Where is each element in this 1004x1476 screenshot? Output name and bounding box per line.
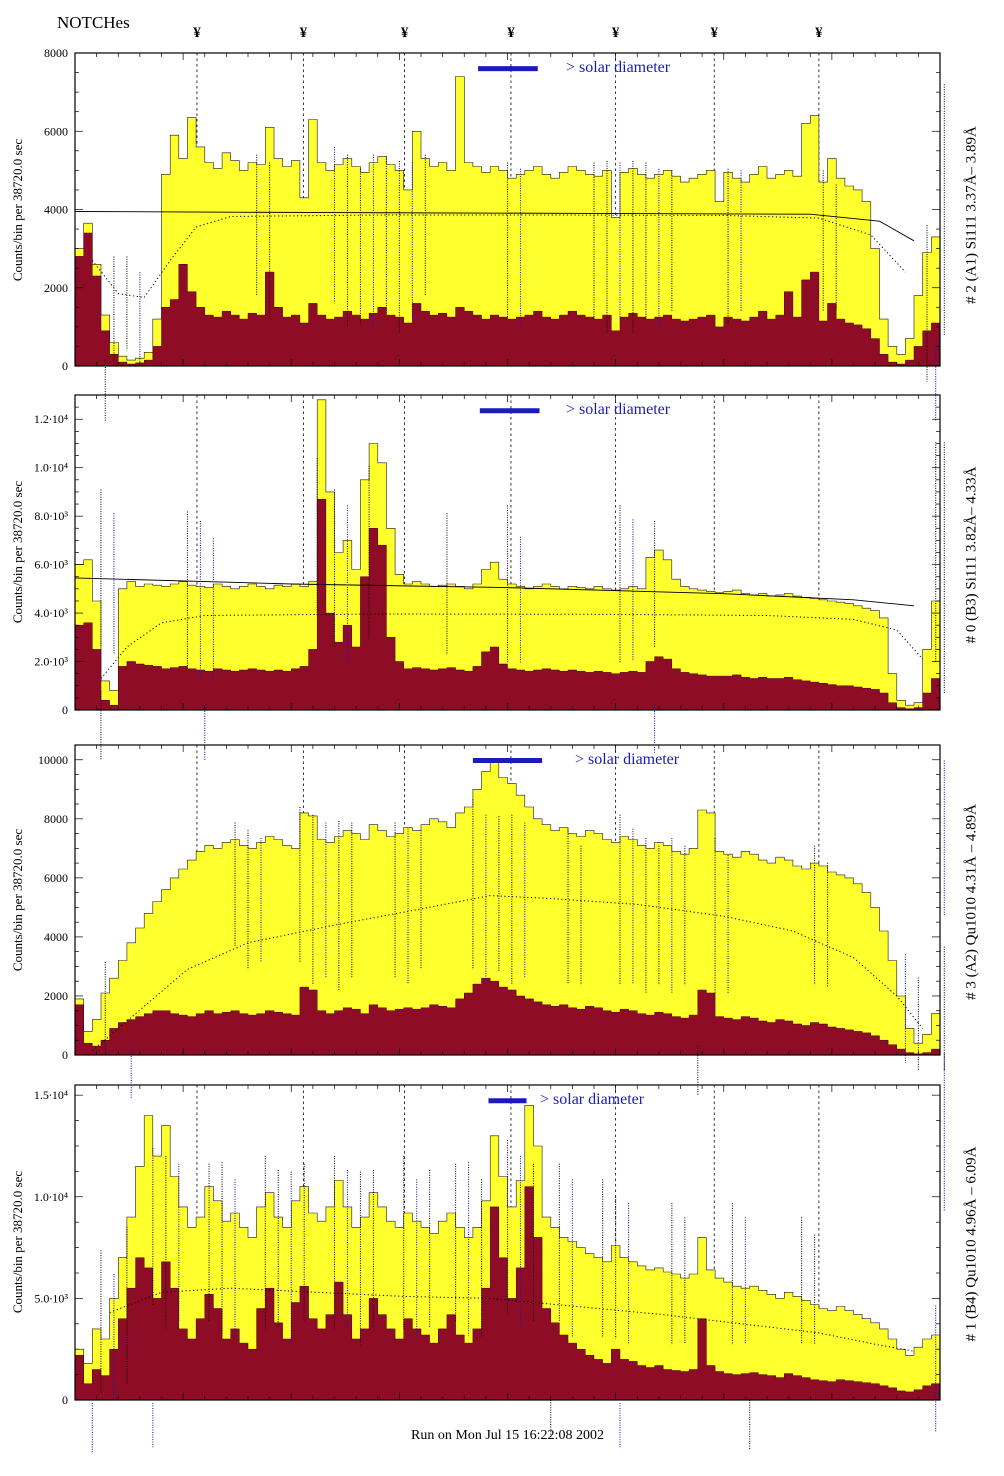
notch-marker: ¥ — [710, 25, 718, 41]
notch-marker: ¥ — [815, 25, 823, 41]
solar-diameter-bar — [479, 408, 540, 414]
notch-marker: ¥ — [401, 25, 409, 41]
y-tick-label: 5.0∙10³ — [34, 1291, 68, 1305]
y-tick-label: 8000 — [44, 812, 68, 826]
background-histogram — [74, 232, 941, 367]
y-tick-label: 6.0∙10³ — [34, 558, 68, 572]
total-histogram — [74, 399, 941, 711]
y-tick-label: 4000 — [44, 930, 68, 944]
y-tick-label: 4.0∙10³ — [34, 606, 68, 620]
detector-label-panel2: # 0 (B3) Si111 3.82Å– 4.33Å — [963, 466, 980, 644]
notch-marker: ¥ — [507, 25, 515, 41]
y-tick-label: 10000 — [38, 753, 68, 767]
y-tick-label: 2000 — [44, 989, 68, 1003]
model-dotted-curve — [91, 895, 924, 1051]
y-tick-label: 1.5∙10⁴ — [34, 1088, 68, 1102]
y-tick-label: 4000 — [44, 203, 68, 217]
y-tick-label: 0 — [62, 1393, 68, 1407]
y-tick-label: 8000 — [44, 46, 68, 60]
model-solid-curve — [74, 211, 915, 242]
total-histogram — [74, 76, 941, 367]
y-tick-label: 8.0∙10³ — [34, 509, 68, 523]
y-tick-label: 1.0∙10⁴ — [34, 461, 68, 475]
page-title: NOTCHes — [57, 13, 130, 32]
model-dotted-curve — [100, 613, 924, 679]
background-histogram — [74, 1186, 941, 1401]
y-tick-label: 0 — [62, 1048, 68, 1062]
detector-label-panel3: # 3 (A2) Qu1010 4.31Å – 4.89Å — [963, 804, 980, 1000]
notch-marker: ¥ — [612, 25, 620, 41]
y-tick-label: 6000 — [44, 871, 68, 885]
y-axis-label-panel1: Counts/bin per 38720.0 sec — [10, 138, 25, 282]
total-histogram — [74, 759, 941, 1056]
y-tick-label: 2000 — [44, 281, 68, 295]
background-histogram — [74, 977, 941, 1056]
solar-diameter-legend-panel3: > solar diameter — [575, 751, 680, 768]
notch-marker: ¥ — [300, 25, 308, 41]
detector-label-panel1: # 2 (A1) Si111 3.37Å– 3.89Å — [963, 126, 980, 304]
y-axis-label-panel3: Counts/bin per 38720.0 sec — [10, 828, 25, 972]
solar-diameter-bar — [472, 758, 543, 763]
y-axis-label-panel2: Counts/bin per 38720.0 sec — [10, 480, 25, 624]
detector-label-panel4: # 1 (B4) Qu1010 4.96Å – 6.09Å — [963, 1146, 980, 1342]
solar-diameter-legend-panel4: > solar diameter — [540, 1091, 645, 1108]
y-axis-label-panel4: Counts/bin per 38720.0 sec — [10, 1170, 25, 1314]
run-timestamp: Run on Mon Jul 15 16:22:08 2002 — [411, 1428, 604, 1443]
y-tick-label: 6000 — [44, 124, 68, 138]
model-solid-curve — [74, 577, 915, 607]
solar-diameter-bar — [488, 1098, 527, 1104]
solar-diameter-legend-panel1: > solar diameter — [566, 59, 671, 76]
y-tick-label: 0 — [62, 359, 68, 373]
y-tick-label: 1.0∙10⁴ — [34, 1190, 68, 1204]
y-tick-label: 0 — [62, 703, 68, 717]
solar-diameter-bar — [478, 66, 538, 72]
solar-diameter-legend-panel2: > solar diameter — [566, 401, 671, 418]
y-tick-label: 2.0∙10³ — [34, 655, 68, 669]
y-tick-label: 1.2∙10⁴ — [34, 412, 68, 426]
notch-marker: ¥ — [193, 25, 201, 41]
